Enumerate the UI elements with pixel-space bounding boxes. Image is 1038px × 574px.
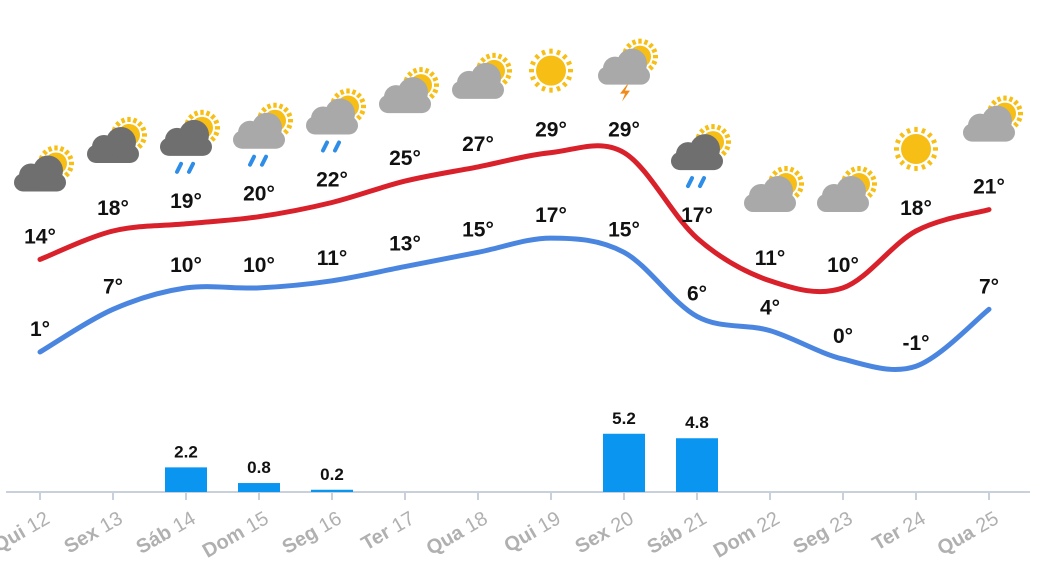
precipitation-bars xyxy=(165,433,718,492)
min-temp-label: 17° xyxy=(535,204,567,227)
min-temp-label: 7° xyxy=(979,275,999,298)
rain-light-icon xyxy=(306,88,366,153)
min-temp-label: 10° xyxy=(243,254,275,277)
day-label: Qui 12 xyxy=(0,507,53,557)
max-temp-label: 17° xyxy=(681,204,713,227)
day-label: Seg 23 xyxy=(789,507,856,558)
max-temp-label: 14° xyxy=(24,225,56,248)
partly-cloudy-light-icon xyxy=(379,67,439,114)
precip-label: 0.2 xyxy=(320,465,344,484)
precip-bar xyxy=(311,489,353,492)
day-label: Sáb 21 xyxy=(643,507,710,558)
day-label: Ter 24 xyxy=(869,507,930,555)
min-temp-label: 1° xyxy=(30,318,50,341)
max-temp-label: 25° xyxy=(389,147,421,170)
max-temp-line xyxy=(37,143,992,295)
thunder-icon xyxy=(598,38,658,102)
weather-icons xyxy=(14,38,1023,212)
max-temp-label: 19° xyxy=(170,190,202,213)
sun-icon xyxy=(529,48,573,93)
precip-label: 4.8 xyxy=(685,413,709,432)
min-temp-labels: 1° 7° 10° 10° 11° 13° 15° 17° 15° 6° 4° 0° -1° 7° xyxy=(30,204,999,355)
max-temp-label: 18° xyxy=(97,197,129,220)
x-axis-ticks xyxy=(39,492,990,500)
day-label: Dom 22 xyxy=(710,507,784,562)
day-label: Ter 17 xyxy=(358,507,419,555)
sun-icon xyxy=(894,126,938,171)
partly-cloudy-light-icon xyxy=(744,166,804,212)
precip-label: 2.2 xyxy=(174,442,198,461)
min-temp-label: 15° xyxy=(462,218,494,241)
max-temp-label: 27° xyxy=(462,133,494,156)
day-label: Qui 19 xyxy=(500,507,564,557)
rain-dark-icon xyxy=(160,109,220,174)
min-temp-label: 15° xyxy=(608,218,640,241)
max-temp-label: 22° xyxy=(316,168,348,191)
max-temp-label: 10° xyxy=(827,254,859,277)
precip-label: 0.8 xyxy=(247,458,271,477)
precip-bar xyxy=(165,467,207,492)
rain-dark-icon xyxy=(671,124,731,189)
max-temp-label: 18° xyxy=(900,197,932,220)
partly-cloudy-dark-icon xyxy=(14,145,74,192)
day-label: Qua 25 xyxy=(934,507,1003,559)
precip-label: 5.2 xyxy=(612,409,636,428)
min-temp-label: 10° xyxy=(170,254,202,277)
max-temp-label: 20° xyxy=(243,183,275,206)
day-labels: Qui 12 Sex 13 Sáb 14 Dom 15 Seg 16 Ter 17 Qua … xyxy=(0,507,1002,562)
min-temp-label: 6° xyxy=(687,282,707,305)
max-temp-label: 29° xyxy=(535,119,567,142)
rain-light-icon xyxy=(233,102,293,167)
partly-cloudy-dark-icon xyxy=(87,116,147,163)
max-temp-label: 11° xyxy=(755,247,786,270)
min-temp-label: 4° xyxy=(760,297,780,320)
min-temp-label: 0° xyxy=(833,325,853,348)
max-temp-label: 21° xyxy=(973,176,1005,199)
precip-bar xyxy=(603,433,645,492)
day-label: Qua 18 xyxy=(423,507,492,559)
partly-cloudy-light-icon xyxy=(963,95,1023,142)
day-label: Sex 13 xyxy=(60,507,126,558)
day-label: Sex 20 xyxy=(571,507,637,558)
min-temp-label: 11° xyxy=(317,247,348,270)
partly-cloudy-light-icon xyxy=(817,166,877,212)
day-label: Seg 16 xyxy=(278,507,345,558)
day-label: Dom 15 xyxy=(199,507,273,562)
max-temp-labels: 14° 18° 19° 20° 22° 25° 27° 29° 29° 17° 11° 10° 18° 2… xyxy=(24,119,1005,277)
min-temp-label: -1° xyxy=(902,332,929,355)
precipitation-labels: 2.2 0.8 0.2 5.2 4.8 xyxy=(174,409,709,484)
precip-bar xyxy=(676,438,718,492)
min-temp-label: 7° xyxy=(103,275,123,298)
min-temp-line xyxy=(37,235,992,372)
precip-bar xyxy=(238,483,280,492)
min-temp-label: 13° xyxy=(389,233,421,256)
partly-cloudy-light-icon xyxy=(452,52,512,99)
max-temp-label: 29° xyxy=(608,119,640,142)
day-label: Sáb 14 xyxy=(132,507,199,558)
